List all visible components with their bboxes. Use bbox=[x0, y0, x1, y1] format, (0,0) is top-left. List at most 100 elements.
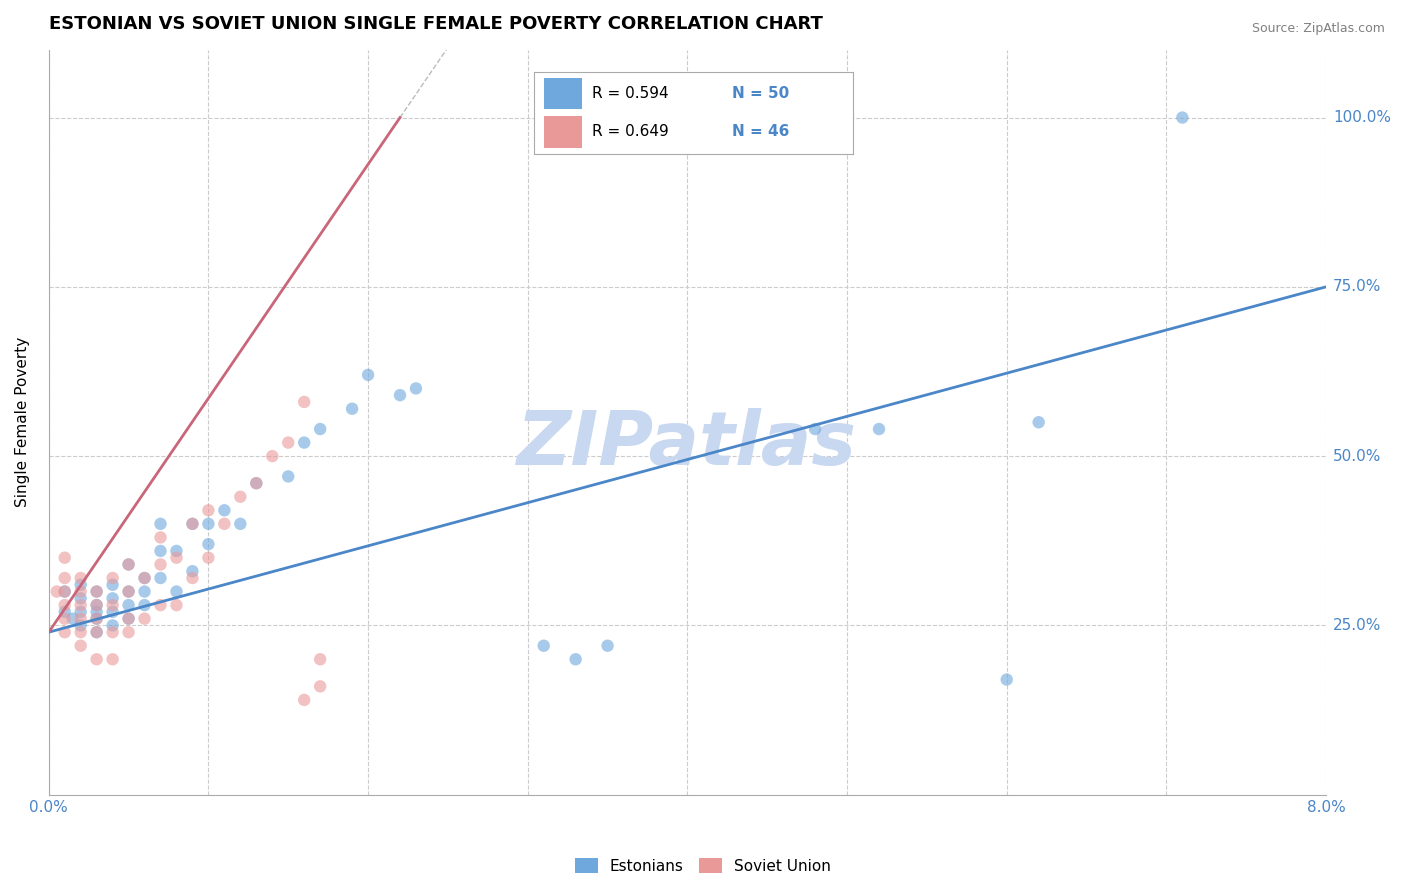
Point bbox=[45, 584, 67, 599]
Point bbox=[868, 422, 890, 436]
Point bbox=[101, 571, 124, 585]
Point bbox=[53, 598, 76, 612]
Bar bbox=[544, 78, 582, 109]
Point bbox=[149, 516, 172, 531]
Point bbox=[101, 591, 124, 606]
Point bbox=[101, 605, 124, 619]
Point bbox=[995, 673, 1018, 687]
Bar bbox=[544, 117, 582, 147]
Point bbox=[214, 503, 236, 517]
Point bbox=[117, 558, 139, 572]
Point bbox=[357, 368, 380, 382]
Point bbox=[149, 558, 172, 572]
Point bbox=[86, 598, 108, 612]
Point bbox=[86, 598, 108, 612]
Point bbox=[69, 591, 91, 606]
Point bbox=[197, 503, 219, 517]
Point bbox=[117, 584, 139, 599]
Text: R = 0.594: R = 0.594 bbox=[592, 86, 668, 101]
Point bbox=[181, 571, 204, 585]
Point bbox=[804, 422, 827, 436]
Point bbox=[117, 612, 139, 626]
Point bbox=[197, 550, 219, 565]
Point bbox=[53, 605, 76, 619]
Point bbox=[277, 435, 299, 450]
Text: 100.0%: 100.0% bbox=[1333, 110, 1391, 125]
Point bbox=[181, 564, 204, 578]
Text: 75.0%: 75.0% bbox=[1333, 279, 1381, 294]
Point bbox=[229, 516, 252, 531]
Point bbox=[181, 516, 204, 531]
Point bbox=[53, 571, 76, 585]
Point bbox=[405, 381, 427, 395]
Point bbox=[181, 516, 204, 531]
Point bbox=[149, 530, 172, 544]
Legend: Estonians, Soviet Union: Estonians, Soviet Union bbox=[569, 852, 837, 880]
Point bbox=[197, 537, 219, 551]
Point bbox=[229, 490, 252, 504]
Point bbox=[117, 584, 139, 599]
Point bbox=[292, 395, 315, 409]
Point bbox=[86, 625, 108, 640]
Point bbox=[62, 612, 84, 626]
Point bbox=[134, 598, 156, 612]
Point bbox=[86, 612, 108, 626]
Point bbox=[166, 584, 188, 599]
Text: Source: ZipAtlas.com: Source: ZipAtlas.com bbox=[1251, 22, 1385, 36]
Point bbox=[245, 476, 267, 491]
Point bbox=[53, 584, 76, 599]
Point bbox=[53, 550, 76, 565]
Point bbox=[309, 422, 332, 436]
Point bbox=[197, 516, 219, 531]
Text: N = 46: N = 46 bbox=[733, 125, 790, 139]
Point bbox=[117, 558, 139, 572]
Point bbox=[86, 584, 108, 599]
Text: ZIPatlas: ZIPatlas bbox=[517, 409, 858, 481]
Point bbox=[117, 598, 139, 612]
Point bbox=[117, 612, 139, 626]
Point bbox=[166, 598, 188, 612]
Point bbox=[292, 435, 315, 450]
Point bbox=[69, 598, 91, 612]
Point bbox=[53, 625, 76, 640]
Point bbox=[69, 584, 91, 599]
Point bbox=[564, 652, 586, 666]
Point bbox=[101, 652, 124, 666]
Point bbox=[101, 625, 124, 640]
Point bbox=[262, 449, 284, 463]
Point bbox=[166, 544, 188, 558]
Point bbox=[596, 639, 619, 653]
Point bbox=[245, 476, 267, 491]
Point bbox=[86, 584, 108, 599]
Point bbox=[134, 571, 156, 585]
Text: 50.0%: 50.0% bbox=[1333, 449, 1381, 464]
Point bbox=[86, 625, 108, 640]
Point bbox=[134, 571, 156, 585]
Point bbox=[149, 598, 172, 612]
Point bbox=[53, 584, 76, 599]
Text: N = 50: N = 50 bbox=[733, 86, 789, 101]
Point bbox=[1171, 111, 1194, 125]
Point bbox=[214, 516, 236, 531]
Point bbox=[101, 618, 124, 632]
Point bbox=[69, 639, 91, 653]
Point bbox=[277, 469, 299, 483]
Point bbox=[101, 578, 124, 592]
Point bbox=[533, 639, 555, 653]
Point bbox=[309, 652, 332, 666]
Point bbox=[53, 612, 76, 626]
Point bbox=[86, 652, 108, 666]
Text: ESTONIAN VS SOVIET UNION SINGLE FEMALE POVERTY CORRELATION CHART: ESTONIAN VS SOVIET UNION SINGLE FEMALE P… bbox=[49, 15, 823, 33]
Text: R = 0.649: R = 0.649 bbox=[592, 125, 668, 139]
Point bbox=[69, 612, 91, 626]
Point bbox=[134, 612, 156, 626]
Point bbox=[69, 618, 91, 632]
Point bbox=[292, 693, 315, 707]
Point bbox=[86, 612, 108, 626]
Point bbox=[117, 625, 139, 640]
Point bbox=[149, 571, 172, 585]
Point bbox=[166, 550, 188, 565]
Y-axis label: Single Female Poverty: Single Female Poverty bbox=[15, 337, 30, 508]
Point bbox=[389, 388, 412, 402]
Point bbox=[149, 544, 172, 558]
